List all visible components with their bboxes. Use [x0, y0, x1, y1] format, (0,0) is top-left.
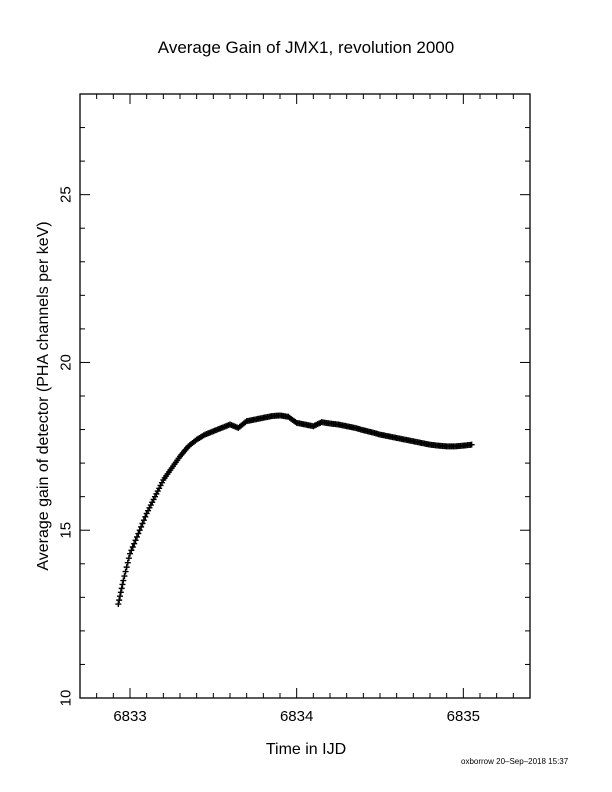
data-point	[127, 550, 133, 557]
data-point-interp	[139, 520, 146, 527]
y-tick-label: 20	[58, 354, 75, 371]
data-points	[115, 412, 475, 608]
data-point-interp	[123, 564, 130, 571]
data-point-interp	[119, 581, 126, 588]
x-tick-label: 6834	[280, 708, 313, 725]
x-axis-label: Time in IJD	[266, 741, 346, 758]
data-point	[120, 577, 127, 584]
data-point-interp	[128, 547, 135, 554]
x-tick-label: 6835	[447, 708, 480, 725]
y-tick-label: 15	[58, 522, 75, 539]
data-point-interp	[125, 555, 132, 562]
footer-credit: oxborrow 20–Sep–2018 15:37	[461, 757, 569, 766]
x-axis-ticks: 6833 6834 6835	[79, 94, 531, 725]
data-point-interp	[138, 523, 145, 530]
y-tick-label: 25	[58, 186, 75, 203]
y-tick-label: 10	[58, 690, 75, 707]
data-point-interp	[117, 589, 124, 596]
data-point-interp	[136, 527, 143, 534]
y-axis-ticks: 10 15 20 25	[58, 93, 530, 707]
data-point-interp	[133, 533, 140, 540]
data-point-interp	[121, 573, 128, 580]
data-point-interp	[131, 540, 138, 547]
y-axis-label: Average gain of detector (PHA channels p…	[35, 221, 52, 570]
x-tick-label: 6833	[113, 708, 146, 725]
data-point	[115, 601, 122, 608]
data-point-interp	[132, 537, 139, 544]
data-point-interp	[118, 585, 125, 592]
data-point-interp	[117, 593, 123, 600]
data-point-interp	[124, 559, 131, 566]
data-point-interp	[140, 517, 147, 524]
data-point-interp	[129, 544, 136, 550]
chart-title: Average Gain of JMX1, revolution 2000	[158, 38, 454, 57]
data-point	[135, 530, 142, 537]
plot-frame	[79, 93, 531, 699]
data-point	[468, 441, 475, 448]
data-point-interp	[116, 597, 123, 604]
data-point-interp	[122, 568, 129, 575]
data-point-interp	[142, 513, 149, 520]
